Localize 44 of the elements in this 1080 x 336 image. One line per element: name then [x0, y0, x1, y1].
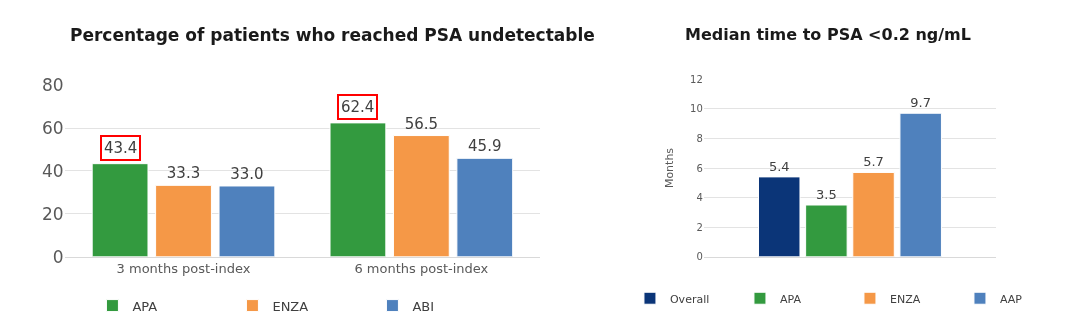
- y-tick-label: 10: [690, 103, 703, 115]
- y-tick-label: 12: [690, 73, 703, 85]
- legend-label: ENZA: [272, 298, 309, 314]
- data-label: 33.0: [230, 164, 264, 183]
- y-tick-label: 60: [41, 117, 64, 138]
- annotation: 43.4: [104, 139, 138, 157]
- bar: [805, 204, 848, 257]
- legend-label: ABI: [412, 298, 435, 314]
- chart-title: Percentage of patients who reached PSA undetectable: [70, 25, 595, 45]
- legend-label: APA: [132, 298, 158, 314]
- bar: [155, 184, 212, 257]
- y-tick-label: 40: [41, 160, 64, 181]
- x-tick-label: 6 months post-index: [354, 261, 489, 277]
- data-label: 5.7: [863, 154, 884, 170]
- y-tick-label: 4: [696, 192, 703, 204]
- bar: [218, 185, 276, 257]
- legend-label: ENZA: [889, 292, 921, 306]
- bar: [757, 176, 801, 257]
- annotation: 62.4: [341, 98, 375, 116]
- chart-title: Median time to PSA <0.2 ng/mL: [685, 25, 971, 44]
- bar: [456, 157, 514, 257]
- y-axis-title: Months: [662, 147, 676, 189]
- y-tick-label: 0: [52, 246, 64, 267]
- bar: [852, 171, 895, 257]
- bar: [329, 122, 387, 257]
- y-tick-label: 2: [696, 221, 703, 233]
- x-tick-label: 3 months post-index: [116, 261, 251, 277]
- data-label: 3.5: [816, 187, 837, 202]
- y-tick-label: 80: [41, 75, 64, 96]
- bar: [392, 135, 450, 257]
- y-tick-label: 6: [696, 162, 703, 174]
- y-tick-label: 0: [696, 251, 703, 263]
- data-label: 33.3: [166, 164, 201, 183]
- legend-label: AAP: [999, 292, 1023, 306]
- data-label: 5.4: [768, 158, 790, 174]
- legend-label: Overall: [669, 292, 710, 306]
- bar: [91, 163, 149, 257]
- bar: [899, 112, 942, 257]
- y-tick-label: 20: [41, 203, 64, 224]
- data-label: 45.9: [468, 137, 502, 156]
- data-label: 9.7: [910, 95, 932, 111]
- y-tick-label: 8: [696, 132, 703, 144]
- legend-label: APA: [779, 292, 802, 306]
- data-label: 56.5: [404, 114, 439, 133]
